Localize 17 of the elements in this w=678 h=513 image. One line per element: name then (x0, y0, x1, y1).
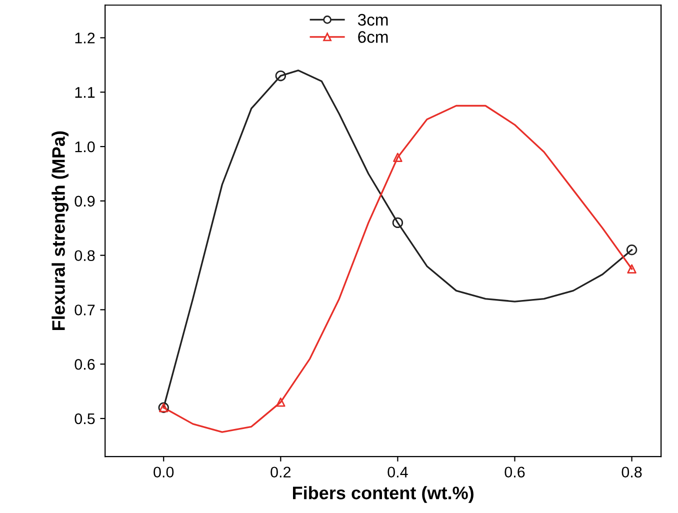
y-tick-label: 0.5 (74, 413, 95, 424)
y-tick-label: 1.1 (75, 87, 95, 98)
x-tick-label: 0.4 (388, 466, 408, 478)
x-tick-label: 0.0 (154, 466, 174, 478)
y-tick-label: 1.0 (75, 141, 95, 152)
y-tick-label: 0.6 (74, 358, 95, 370)
x-tick-label: 0.8 (622, 466, 642, 478)
x-tick-label: 0.6 (504, 466, 525, 478)
y-axis-title: Flexural strength (MPa) (52, 131, 69, 330)
x-axis-title: Fibers content (wt.%) (293, 486, 474, 503)
legend-label: 6cm (358, 31, 388, 43)
y-tick-label: 1.2 (75, 32, 95, 44)
x-tick-label: 0.2 (270, 466, 291, 478)
y-tick-label: 0.8 (74, 250, 95, 262)
legend-label: 3cm (358, 14, 388, 26)
y-tick-label: 0.7 (74, 304, 95, 316)
y-tick-label: 0.9 (74, 196, 95, 207)
